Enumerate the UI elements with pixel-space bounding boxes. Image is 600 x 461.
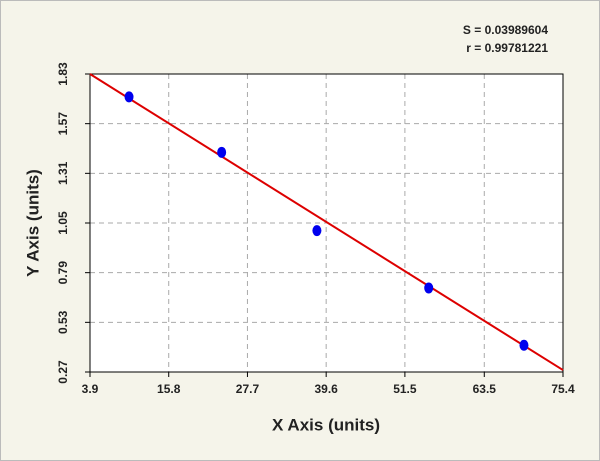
y-tick-label: 1.31 — [56, 161, 70, 185]
annotation: r = 0.99781221 — [466, 41, 548, 55]
data-point — [519, 339, 529, 351]
x-tick-label: 27.7 — [236, 382, 260, 396]
x-tick-label: 63.5 — [473, 382, 497, 396]
data-point — [124, 91, 134, 103]
y-tick-label: 0.27 — [56, 360, 70, 384]
x-tick-label: 39.6 — [314, 382, 338, 396]
x-axis-label: X Axis (units) — [272, 415, 380, 434]
fit-line — [89, 73, 564, 371]
x-tick-label: 15.8 — [157, 382, 181, 396]
y-tick-label: 0.79 — [56, 261, 70, 285]
x-tick-label: 51.5 — [393, 382, 417, 396]
data-point — [312, 225, 322, 237]
y-tick-label: 1.83 — [56, 62, 70, 86]
y-axis-label: Y Axis (units) — [23, 169, 42, 277]
data-point — [424, 282, 434, 294]
plot-frame — [89, 73, 564, 373]
y-tick-label: 1.05 — [56, 211, 70, 235]
annotation: S = 0.03989604 — [463, 23, 548, 37]
x-tick-label: 3.9 — [82, 382, 99, 396]
y-tick-label: 0.53 — [56, 310, 70, 334]
x-tick-label: 75.4 — [551, 382, 575, 396]
y-tick-label: 1.57 — [56, 112, 70, 136]
data-point — [217, 146, 227, 158]
